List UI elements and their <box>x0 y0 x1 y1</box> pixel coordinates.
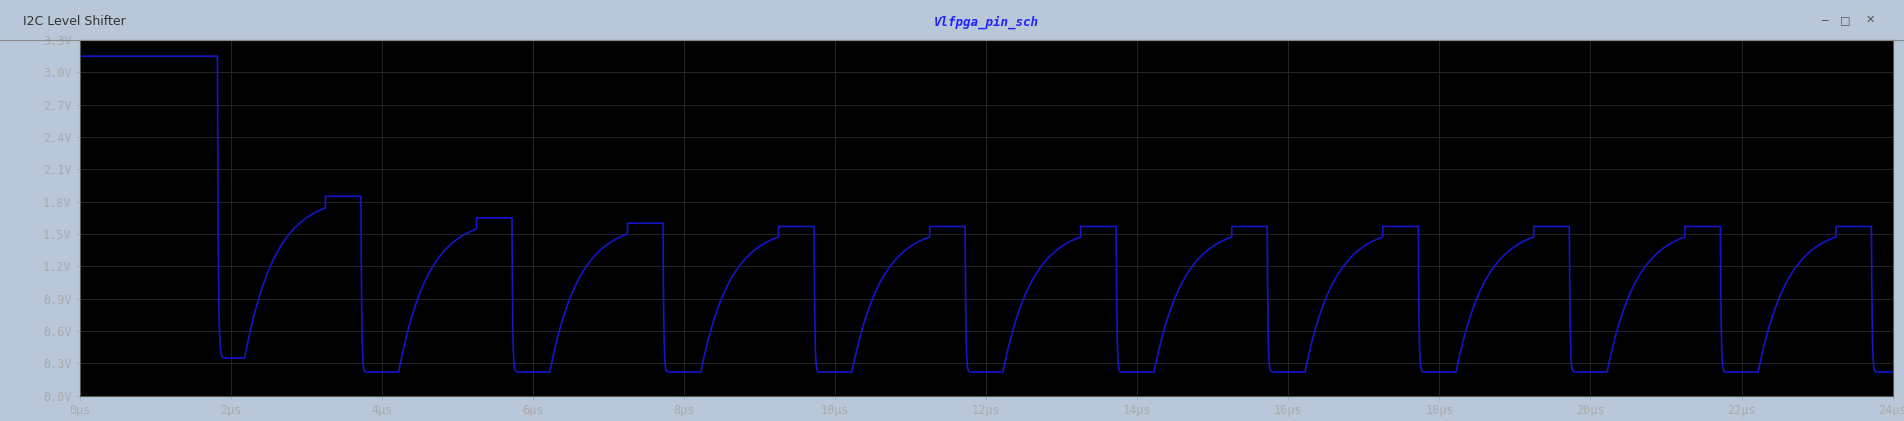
Text: I2C Level Shifter: I2C Level Shifter <box>23 16 126 29</box>
Text: □: □ <box>1839 15 1851 25</box>
Text: Vlfpga_pin_sch: Vlfpga_pin_sch <box>933 16 1040 29</box>
Text: ─: ─ <box>1820 15 1828 25</box>
Text: ✕: ✕ <box>1866 15 1875 25</box>
